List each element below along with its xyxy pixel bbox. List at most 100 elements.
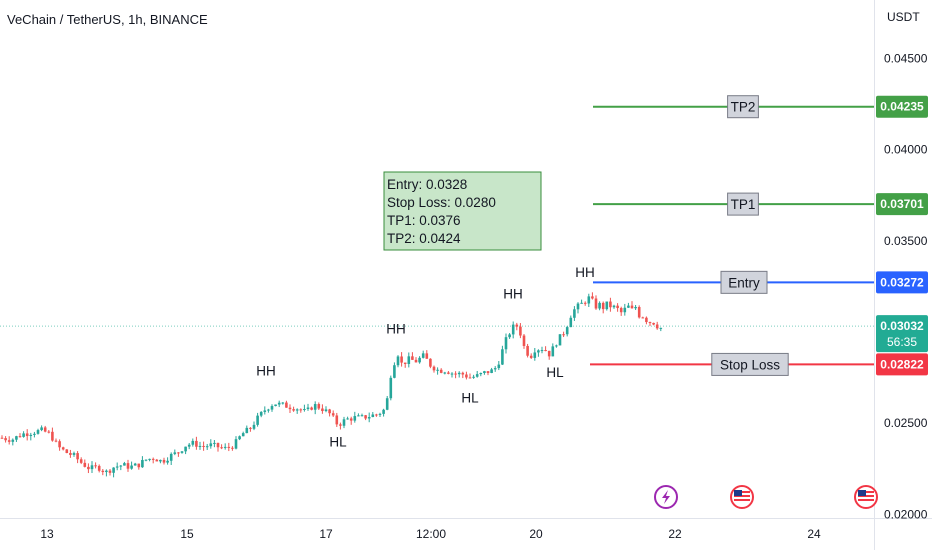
candle-body	[295, 409, 299, 411]
level-label: TP1	[731, 197, 756, 212]
candle-body	[393, 365, 396, 378]
candle-body	[367, 417, 371, 419]
candle-body	[429, 358, 432, 367]
candle-body	[277, 402, 281, 405]
candle-body	[371, 414, 375, 418]
price-tick-label: 0.04500	[884, 51, 928, 65]
candle-body	[411, 356, 414, 360]
candle-body	[231, 447, 234, 449]
candle-body	[389, 377, 393, 399]
candle-body	[522, 335, 526, 346]
candle-body	[72, 453, 76, 455]
candle-body	[137, 463, 141, 468]
candle-body	[641, 317, 645, 319]
candle-body	[317, 404, 321, 409]
candle-body	[483, 371, 486, 373]
swing-label: HL	[329, 434, 347, 449]
candle-body	[263, 410, 267, 412]
candle-body	[511, 324, 515, 335]
candle-body	[529, 355, 533, 358]
candle-body	[645, 317, 648, 323]
candle-body	[385, 398, 389, 410]
candle-body	[299, 409, 303, 411]
candle-body	[515, 324, 519, 327]
candle-body	[353, 416, 357, 421]
candle-body	[630, 305, 634, 309]
candle-body	[241, 433, 245, 437]
us-flag-icon[interactable]	[854, 485, 878, 509]
candle-body	[112, 467, 115, 473]
candle-body	[335, 415, 339, 425]
candle-body	[288, 407, 292, 410]
candle-body	[573, 309, 576, 318]
candle-body	[313, 404, 317, 410]
candle-body	[580, 302, 583, 304]
trade-info-box[interactable]: Entry: 0.0328 Stop Loss: 0.0280 TP1: 0.0…	[383, 171, 542, 251]
price-tag-label: 0.02822	[880, 357, 924, 371]
time-tick-label: 17	[319, 527, 333, 541]
candle-body	[328, 409, 331, 414]
candle-body	[655, 324, 659, 329]
time-tick-label: 15	[180, 527, 194, 541]
candle-body	[396, 356, 400, 366]
candle-body	[169, 453, 173, 461]
candle-body	[94, 465, 97, 467]
candle-body	[173, 452, 177, 454]
candle-body	[162, 459, 166, 463]
current-price-tag: 0.03032 56:35	[876, 315, 928, 353]
swing-label: HH	[575, 265, 595, 280]
candle-body	[447, 372, 450, 374]
price-tick-label: 0.02000	[884, 507, 928, 521]
candle-body	[274, 404, 277, 407]
candle-body	[270, 406, 274, 410]
candle-body	[594, 298, 598, 309]
candle-body	[195, 440, 198, 447]
candle-body	[0, 437, 4, 439]
candle-body	[58, 441, 61, 448]
candle-body	[155, 459, 159, 462]
candle-body	[126, 463, 130, 469]
candle-body	[324, 409, 328, 412]
candle-body	[648, 322, 652, 324]
candle-body	[468, 377, 472, 379]
candle-body	[439, 369, 443, 373]
candle-body	[119, 465, 123, 467]
time-tick-label: 12:00	[416, 527, 446, 541]
candle-body	[637, 306, 641, 318]
price-tag-bg	[876, 271, 928, 294]
candle-body	[486, 371, 490, 374]
time-tick-label: 13	[40, 527, 54, 541]
candle-body	[234, 439, 238, 449]
candle-body	[177, 452, 180, 454]
candle-body	[54, 440, 58, 442]
current-price-value: 0.03032	[880, 319, 924, 333]
swing-label: HH	[256, 363, 276, 378]
candle-body	[587, 296, 591, 304]
candles	[0, 292, 663, 478]
candle-body	[364, 415, 367, 419]
time-axis-ticks: 13 15 17 12:00 20 22 24	[40, 527, 821, 541]
candle-body	[540, 350, 544, 352]
candle-body	[475, 374, 479, 377]
candle-body	[166, 460, 169, 463]
candle-body	[65, 449, 69, 454]
price-tag-bg	[876, 95, 928, 118]
candle-body	[33, 433, 36, 435]
candle-body	[457, 372, 461, 375]
candle-body	[619, 308, 623, 313]
price-tags: 0.04235 0.03701 0.03272 0.02822	[876, 95, 928, 376]
lightning-icon[interactable]	[654, 485, 678, 509]
swing-label: HL	[546, 365, 564, 380]
candle-body	[90, 465, 94, 470]
candle-body	[202, 445, 205, 447]
currency-label: USDT	[887, 10, 920, 24]
us-flag-icon[interactable]	[730, 485, 754, 509]
candle-body	[421, 353, 425, 358]
info-line-tp2: TP2: 0.0424	[387, 231, 461, 246]
candle-body	[15, 436, 18, 440]
candle-body	[533, 352, 537, 358]
candle-body	[130, 465, 133, 469]
candle-body	[576, 303, 580, 310]
candle-body	[569, 317, 573, 328]
